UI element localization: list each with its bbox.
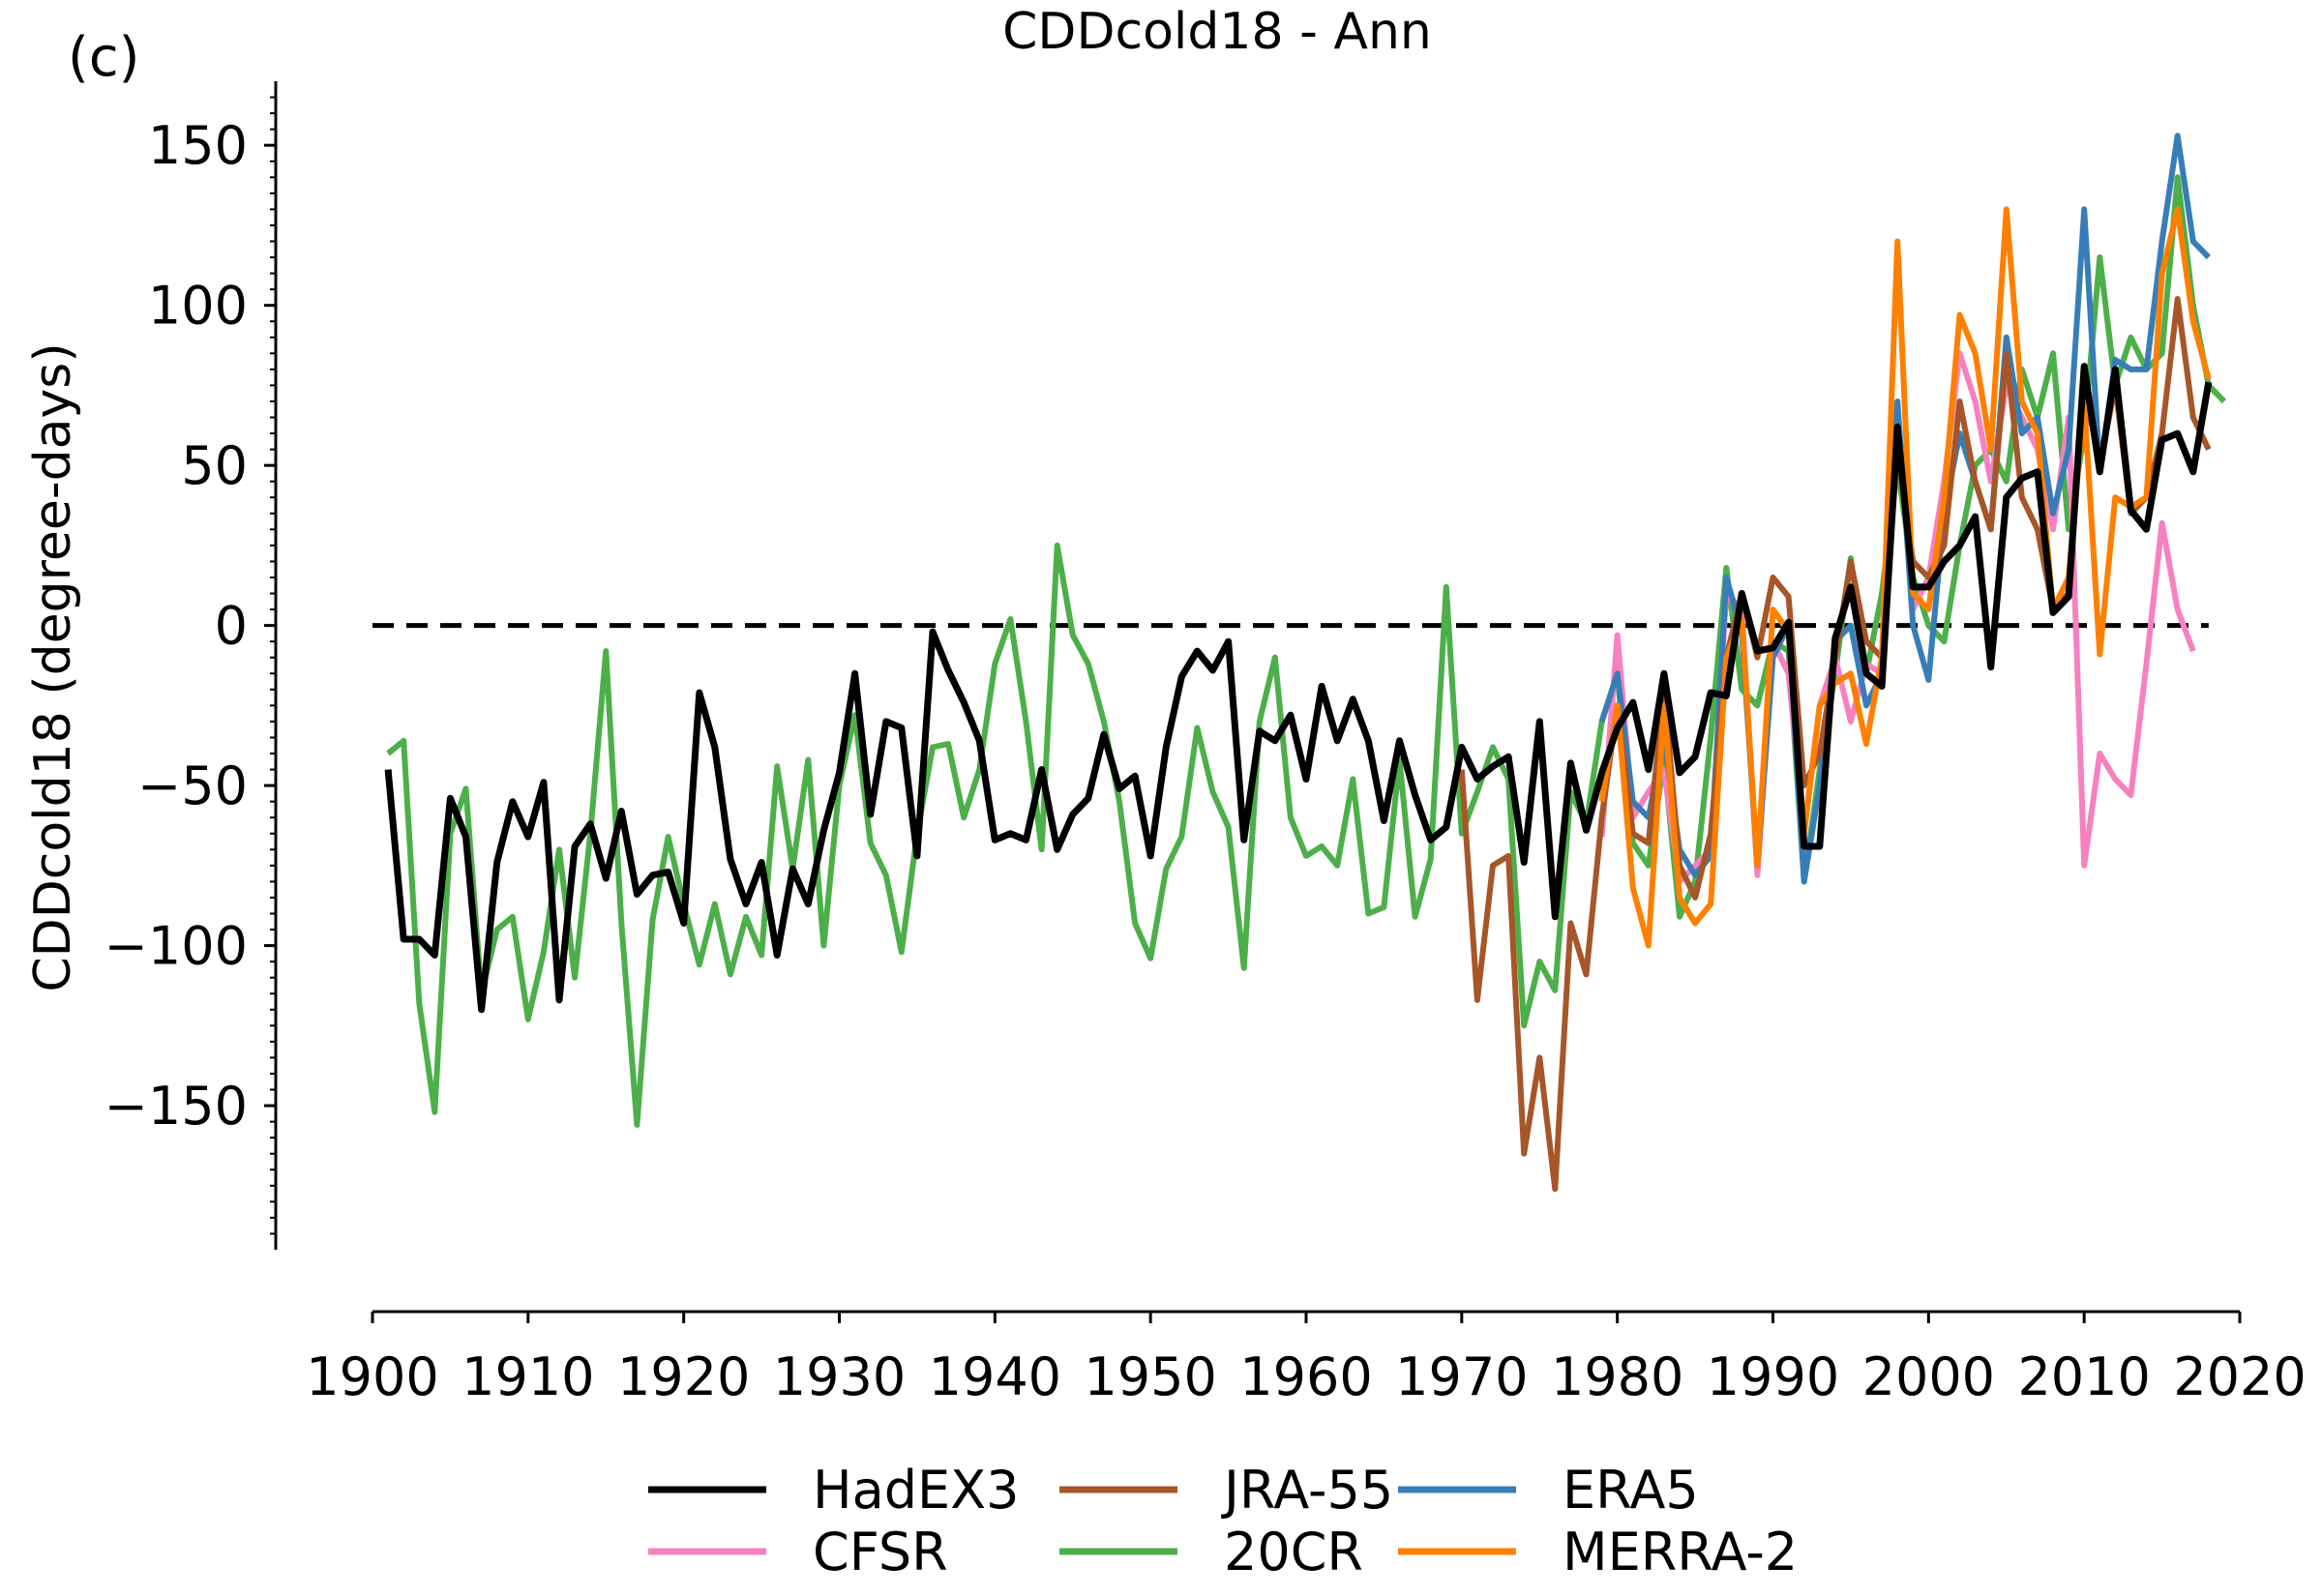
x-tick-label: 1920 (617, 1346, 750, 1407)
x-tick-label: 2010 (2017, 1346, 2150, 1407)
legend-label: MERRA-2 (1563, 1522, 1798, 1582)
y-tick-label: 100 (148, 276, 248, 337)
y-tick-label: −100 (104, 916, 248, 977)
x-axis: 1900 1910 1920 1930 1940 1950 1960 1970 1980 1990… (306, 1310, 2307, 1407)
chart-title: CDDcold18 - Ann (1002, 3, 1432, 61)
y-tick-label: 150 (148, 115, 248, 176)
y-tick-label: −150 (104, 1076, 248, 1137)
y-axis: −150 −100 −50 0 50 100 150 (104, 81, 278, 1250)
x-tick-label: 1930 (773, 1346, 906, 1407)
legend-label: ERA5 (1563, 1460, 1699, 1521)
x-tick-label: 1980 (1551, 1346, 1683, 1407)
legend-label: JRA-55 (1221, 1460, 1393, 1521)
x-tick-label: 1940 (929, 1346, 1061, 1407)
x-tick-label: 1960 (1239, 1346, 1372, 1407)
legend-label: HadEX3 (813, 1460, 1019, 1521)
y-tick-label: 50 (181, 435, 248, 496)
series-line-merra-2 (1598, 206, 2212, 949)
legend-label: CFSR (813, 1522, 948, 1582)
y-tick-label: 0 (215, 596, 248, 657)
y-tick-label: −50 (137, 755, 248, 816)
legend-label: 20CR (1224, 1522, 1363, 1582)
series-line-hadex3 (384, 363, 2213, 1014)
x-tick-label: 1950 (1084, 1346, 1216, 1407)
series-line-20cr (386, 174, 2227, 1128)
y-axis-label: CDDcold18 (degree-days) (24, 342, 82, 991)
series-layer (384, 133, 2227, 1193)
x-tick-label: 2000 (1862, 1346, 1995, 1407)
x-tick-label: 2020 (2173, 1346, 2306, 1407)
x-tick-label: 1900 (306, 1346, 438, 1407)
x-tick-label: 1990 (1707, 1346, 1839, 1407)
panel-label: (c) (68, 26, 139, 89)
x-tick-label: 1970 (1395, 1346, 1528, 1407)
x-tick-label: 1910 (461, 1346, 594, 1407)
